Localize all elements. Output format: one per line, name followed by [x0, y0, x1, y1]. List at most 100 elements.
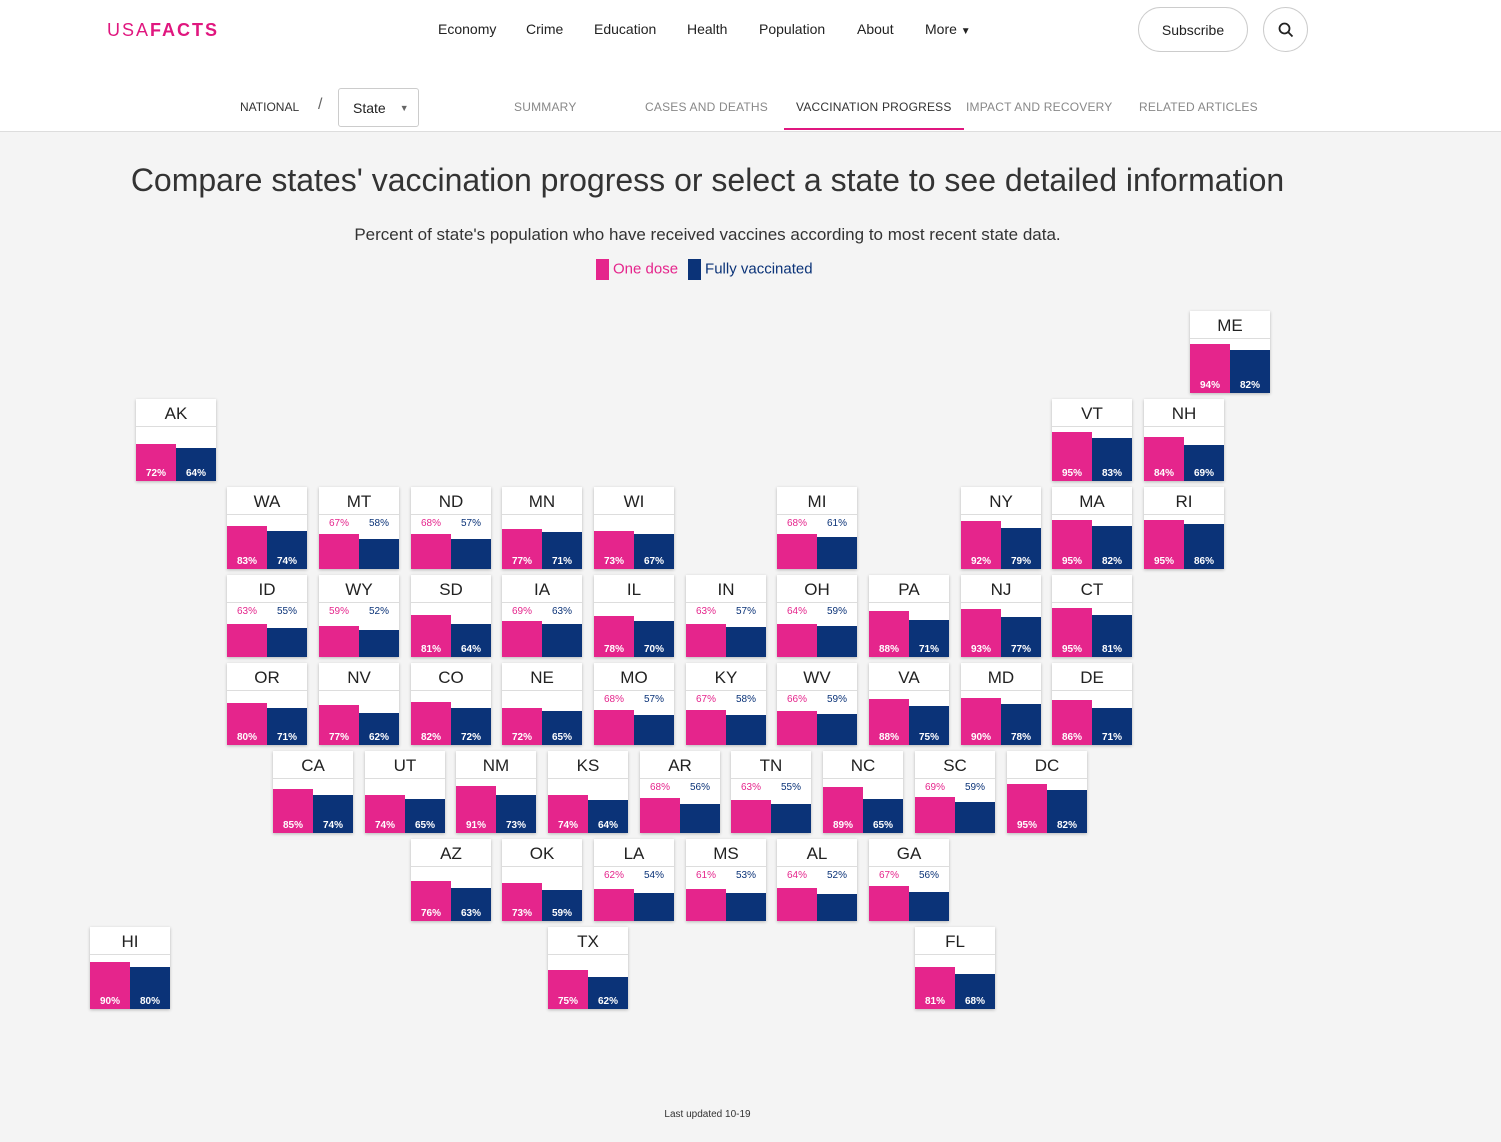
tab-impact-recovery[interactable]: IMPACT AND RECOVERY: [966, 100, 1113, 114]
label-fully-vaccinated: 52%: [368, 606, 389, 617]
tab-related-articles[interactable]: RELATED ARTICLES: [1139, 100, 1258, 114]
bar-one-dose: [869, 699, 909, 745]
usafacts-logo[interactable]: USAFACTS: [107, 20, 219, 41]
state-tile-or[interactable]: OR 80% 71%: [227, 663, 307, 745]
state-tile-fl[interactable]: FL 81% 68%: [915, 927, 995, 1009]
bar-fully-vaccinated: [1184, 445, 1224, 481]
state-tile-vt[interactable]: VT 95% 83%: [1052, 399, 1132, 481]
state-tile-ks[interactable]: KS 74% 64%: [548, 751, 628, 833]
label-fully-vaccinated: 62%: [368, 732, 389, 743]
state-tile-ca[interactable]: CA 85% 74%: [273, 751, 353, 833]
label-fully-vaccinated: 58%: [735, 694, 756, 705]
state-tile-mi[interactable]: MI 68% 61%: [777, 487, 857, 569]
state-tile-nc[interactable]: NC 89% 65%: [823, 751, 903, 833]
state-tile-ar[interactable]: AR 68% 56%: [640, 751, 720, 833]
state-tile-id[interactable]: ID 63% 55%: [227, 575, 307, 657]
state-tile-mn[interactable]: MN 77% 71%: [502, 487, 582, 569]
bar-fully-vaccinated: [634, 620, 674, 657]
state-tile-wv[interactable]: WV 66% 59%: [777, 663, 857, 745]
state-tile-ri[interactable]: RI 95% 86%: [1144, 487, 1224, 569]
bar-one-dose: [961, 521, 1001, 569]
label-fully-vaccinated: 59%: [551, 908, 572, 919]
label-fully-vaccinated: 70%: [643, 644, 664, 655]
state-tile-tn[interactable]: TN 63% 55%: [731, 751, 811, 833]
state-tile-il[interactable]: IL 78% 70%: [594, 575, 674, 657]
bar-one-dose: [594, 888, 634, 921]
bar-one-dose: [411, 614, 451, 657]
state-tile-va[interactable]: VA 88% 75%: [869, 663, 949, 745]
label-one-dose: 95%: [1061, 556, 1082, 567]
state-select[interactable]: State ▼: [338, 88, 419, 127]
legend-label: One dose: [613, 260, 679, 278]
state-tile-ne[interactable]: NE 72% 65%: [502, 663, 582, 745]
state-tile-ga[interactable]: GA 67% 56%: [869, 839, 949, 921]
state-tile-al[interactable]: AL 64% 52%: [777, 839, 857, 921]
state-tile-nh[interactable]: NH 84% 69%: [1144, 399, 1224, 481]
state-tile-la[interactable]: LA 62% 54%: [594, 839, 674, 921]
tab-vaccination-progress[interactable]: VACCINATION PROGRESS: [784, 100, 964, 130]
bar-fully-vaccinated: [588, 976, 628, 1009]
state-abbr: IL: [594, 575, 674, 603]
state-tile-ct[interactable]: CT 95% 81%: [1052, 575, 1132, 657]
state-tile-mt[interactable]: MT 67% 58%: [319, 487, 399, 569]
nav-crime[interactable]: Crime: [526, 21, 564, 37]
state-tile-ia[interactable]: IA 69% 63%: [502, 575, 582, 657]
breadcrumb-national[interactable]: NATIONAL: [240, 100, 300, 114]
label-one-dose: 81%: [924, 996, 945, 1007]
state-tile-sc[interactable]: SC 69% 59%: [915, 751, 995, 833]
tab-cases-deaths[interactable]: CASES AND DEATHS: [645, 100, 769, 114]
state-tile-nj[interactable]: NJ 93% 77%: [961, 575, 1041, 657]
label-one-dose: 59%: [328, 606, 349, 617]
state-tile-sd[interactable]: SD 81% 64%: [411, 575, 491, 657]
nav-population[interactable]: Population: [759, 21, 826, 37]
state-abbr: CT: [1052, 575, 1132, 603]
label-one-dose: 89%: [832, 820, 853, 831]
state-tile-tx[interactable]: TX 75% 62%: [548, 927, 628, 1009]
label-fully-vaccinated: 57%: [735, 606, 756, 617]
bar-one-dose: [502, 621, 542, 657]
state-tile-ak[interactable]: AK 72% 64%: [136, 399, 216, 481]
label-one-dose: 73%: [603, 556, 624, 567]
nav-about[interactable]: About: [857, 21, 894, 37]
nav-more[interactable]: More ▼: [925, 21, 971, 37]
state-tile-wa[interactable]: WA 83% 74%: [227, 487, 307, 569]
label-fully-vaccinated: 56%: [689, 782, 710, 793]
state-tile-nv[interactable]: NV 77% 62%: [319, 663, 399, 745]
state-tile-ok[interactable]: OK 73% 59%: [502, 839, 582, 921]
state-tile-ma[interactable]: MA 95% 82%: [1052, 487, 1132, 569]
state-tile-ny[interactable]: NY 92% 79%: [961, 487, 1041, 569]
label-fully-vaccinated: 52%: [826, 870, 847, 881]
subscribe-button[interactable]: Subscribe: [1138, 7, 1248, 52]
search-button[interactable]: [1263, 7, 1308, 52]
state-tile-md[interactable]: MD 90% 78%: [961, 663, 1041, 745]
state-tile-ky[interactable]: KY 67% 58%: [686, 663, 766, 745]
bar-one-dose: [777, 623, 817, 657]
bar-one-dose: [227, 703, 267, 745]
state-tile-nm[interactable]: NM 91% 73%: [456, 751, 536, 833]
state-abbr: AZ: [411, 839, 491, 867]
state-abbr: ID: [227, 575, 307, 603]
state-tile-nd[interactable]: ND 68% 57%: [411, 487, 491, 569]
state-tile-dc[interactable]: DC 95% 82%: [1007, 751, 1087, 833]
label-one-dose: 88%: [878, 644, 899, 655]
nav-economy[interactable]: Economy: [438, 21, 497, 37]
state-tile-me[interactable]: ME 94% 82%: [1190, 311, 1270, 393]
state-select-label: State: [353, 99, 386, 116]
state-tile-hi[interactable]: HI 90% 80%: [90, 927, 170, 1009]
state-tile-de[interactable]: DE 86% 71%: [1052, 663, 1132, 745]
state-tile-in[interactable]: IN 63% 57%: [686, 575, 766, 657]
nav-health[interactable]: Health: [687, 21, 728, 37]
state-tile-ut[interactable]: UT 74% 65%: [365, 751, 445, 833]
nav-education[interactable]: Education: [594, 21, 657, 37]
chevron-down-icon: ▼: [960, 26, 971, 37]
state-tile-wy[interactable]: WY 59% 52%: [319, 575, 399, 657]
state-tile-co[interactable]: CO 82% 72%: [411, 663, 491, 745]
state-tile-ms[interactable]: MS 61% 53%: [686, 839, 766, 921]
state-tile-wi[interactable]: WI 73% 67%: [594, 487, 674, 569]
state-tile-pa[interactable]: PA 88% 71%: [869, 575, 949, 657]
state-tile-az[interactable]: AZ 76% 63%: [411, 839, 491, 921]
state-tile-oh[interactable]: OH 64% 59%: [777, 575, 857, 657]
tab-summary[interactable]: SUMMARY: [514, 100, 577, 114]
state-tile-mo[interactable]: MO 68% 57%: [594, 663, 674, 745]
state-abbr: TX: [548, 927, 628, 955]
